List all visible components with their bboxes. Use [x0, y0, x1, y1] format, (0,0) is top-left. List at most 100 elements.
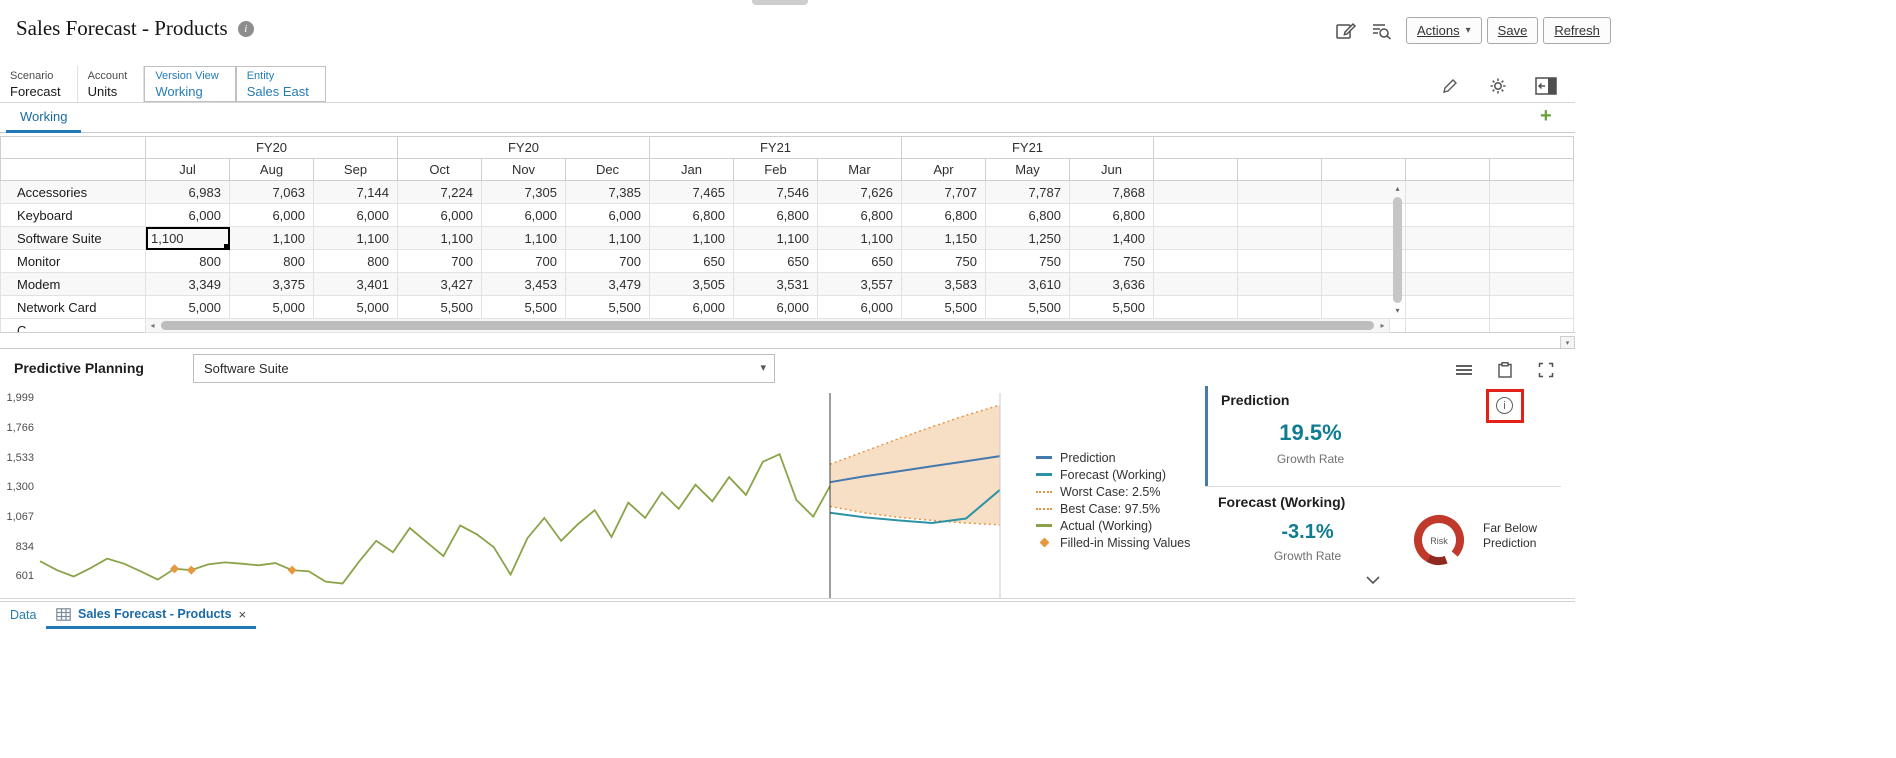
- grid-cell[interactable]: 3,349: [145, 272, 230, 296]
- grid-cell[interactable]: 5,500: [565, 295, 650, 319]
- fill-handle[interactable]: [224, 244, 229, 249]
- grid-cell[interactable]: 5,000: [313, 295, 398, 319]
- scroll-left-icon[interactable]: ◂: [150, 321, 155, 330]
- row-header[interactable]: Software Suite: [0, 226, 146, 250]
- grid-cell[interactable]: [1405, 318, 1490, 332]
- grid-cell[interactable]: 5,000: [229, 295, 314, 319]
- quarter-header[interactable]: FY21: [901, 136, 1154, 159]
- data-link[interactable]: Data: [10, 608, 37, 622]
- grid-cell[interactable]: 6,000: [145, 203, 230, 227]
- selected-grid-cell[interactable]: 1,100: [145, 226, 230, 250]
- paste-results-icon[interactable]: [1493, 358, 1517, 382]
- grid-cell[interactable]: 3,479: [565, 272, 650, 296]
- grid-cell[interactable]: [1489, 226, 1574, 250]
- grid-cell[interactable]: [1489, 203, 1574, 227]
- month-header[interactable]: May: [985, 158, 1070, 181]
- document-tab[interactable]: Sales Forecast - Products ×: [46, 602, 257, 629]
- row-header[interactable]: Modem: [0, 272, 146, 296]
- grid-cell[interactable]: [1153, 226, 1238, 250]
- grid-cell[interactable]: [1153, 249, 1238, 273]
- grid-cell[interactable]: 3,401: [313, 272, 398, 296]
- grid-cell[interactable]: 3,505: [649, 272, 734, 296]
- grid-cell[interactable]: [1153, 295, 1238, 319]
- month-header[interactable]: Sep: [313, 158, 398, 181]
- close-tab-icon[interactable]: ×: [238, 606, 247, 622]
- grid-cell[interactable]: [1405, 180, 1490, 204]
- grid-cell[interactable]: 3,583: [901, 272, 986, 296]
- grid-cell[interactable]: 700: [481, 249, 566, 273]
- grid-cell[interactable]: 5,500: [901, 295, 986, 319]
- quarter-header[interactable]: FY20: [145, 136, 398, 159]
- grid-cell[interactable]: 1,150: [901, 226, 986, 250]
- window-drag-handle[interactable]: [752, 0, 808, 5]
- grid-cell[interactable]: 1,250: [985, 226, 1070, 250]
- grid-cell[interactable]: 6,000: [733, 295, 818, 319]
- month-header[interactable]: Jul: [145, 158, 230, 181]
- grid-cell[interactable]: [1237, 272, 1322, 296]
- scroll-up-icon[interactable]: ▴: [1395, 184, 1400, 193]
- grid-cell[interactable]: 750: [985, 249, 1070, 273]
- grid-cell[interactable]: [1489, 180, 1574, 204]
- grid-cell[interactable]: 6,000: [313, 203, 398, 227]
- grid-cell[interactable]: 6,000: [565, 203, 650, 227]
- grid-cell[interactable]: [1237, 226, 1322, 250]
- month-header[interactable]: Jun: [1069, 158, 1154, 181]
- grid-cell[interactable]: [1489, 272, 1574, 296]
- grid-cell[interactable]: [1321, 203, 1406, 227]
- grid-cell[interactable]: 3,557: [817, 272, 902, 296]
- month-header[interactable]: Dec: [565, 158, 650, 181]
- grid-cell[interactable]: 700: [397, 249, 482, 273]
- grid-cell[interactable]: 6,800: [733, 203, 818, 227]
- grid-cell[interactable]: 1,100: [481, 226, 566, 250]
- panel-layout-icon[interactable]: [1534, 74, 1558, 98]
- grid-cell[interactable]: 6,800: [649, 203, 734, 227]
- grid-cell[interactable]: 650: [733, 249, 818, 273]
- grid-cell[interactable]: [1489, 318, 1574, 332]
- grid-cell[interactable]: 7,707: [901, 180, 986, 204]
- grid-cell[interactable]: [1237, 180, 1322, 204]
- grid-cell[interactable]: 650: [649, 249, 734, 273]
- grid-cell[interactable]: 650: [817, 249, 902, 273]
- grid-cell[interactable]: 1,400: [1069, 226, 1154, 250]
- grid-cell[interactable]: 750: [1069, 249, 1154, 273]
- grid-cell[interactable]: [1153, 203, 1238, 227]
- vertical-scrollbar[interactable]: ▴ ▾: [1390, 183, 1405, 317]
- refresh-button[interactable]: Refresh: [1543, 17, 1611, 44]
- grid-cell[interactable]: [1489, 295, 1574, 319]
- grid-cell[interactable]: 3,636: [1069, 272, 1154, 296]
- find-member-icon[interactable]: [1370, 19, 1394, 43]
- gear-icon[interactable]: [1486, 74, 1510, 98]
- month-header[interactable]: Oct: [397, 158, 482, 181]
- row-header[interactable]: Network Card: [0, 295, 146, 319]
- pov-item-account[interactable]: Account Units: [78, 66, 145, 102]
- grid-cell[interactable]: 6,800: [1069, 203, 1154, 227]
- grid-cell[interactable]: 7,144: [313, 180, 398, 204]
- grid-cell[interactable]: 3,610: [985, 272, 1070, 296]
- grid-cell[interactable]: 800: [229, 249, 314, 273]
- quarter-header[interactable]: FY20: [397, 136, 650, 159]
- grid-cell[interactable]: 6,983: [145, 180, 230, 204]
- menu-icon[interactable]: [1452, 358, 1476, 382]
- grid-cell[interactable]: 1,100: [229, 226, 314, 250]
- grid-cell[interactable]: 7,546: [733, 180, 818, 204]
- grid-cell[interactable]: 7,868: [1069, 180, 1154, 204]
- quarter-header[interactable]: FY21: [649, 136, 902, 159]
- pov-item-version-view[interactable]: Version View Working: [144, 66, 236, 102]
- grid-cell[interactable]: [1321, 272, 1406, 296]
- edit-pov-pencil-icon[interactable]: [1438, 74, 1462, 98]
- grid-cell[interactable]: [1237, 295, 1322, 319]
- collapse-chevron-icon[interactable]: [1365, 573, 1381, 588]
- row-header[interactable]: Keyboard: [0, 203, 146, 227]
- grid-cell[interactable]: 1,100: [397, 226, 482, 250]
- month-header[interactable]: Mar: [817, 158, 902, 181]
- grid-cell[interactable]: [1405, 203, 1490, 227]
- grid-cell[interactable]: [1321, 226, 1406, 250]
- grid-cell[interactable]: 7,787: [985, 180, 1070, 204]
- grid-cell[interactable]: [1489, 249, 1574, 273]
- prediction-info-icon[interactable]: i: [1496, 397, 1513, 414]
- grid-cell[interactable]: 5,500: [1069, 295, 1154, 319]
- grid-cell[interactable]: 5,500: [985, 295, 1070, 319]
- grid-cell[interactable]: [1153, 180, 1238, 204]
- grid-cell[interactable]: 1,100: [565, 226, 650, 250]
- grid-cell[interactable]: 7,385: [565, 180, 650, 204]
